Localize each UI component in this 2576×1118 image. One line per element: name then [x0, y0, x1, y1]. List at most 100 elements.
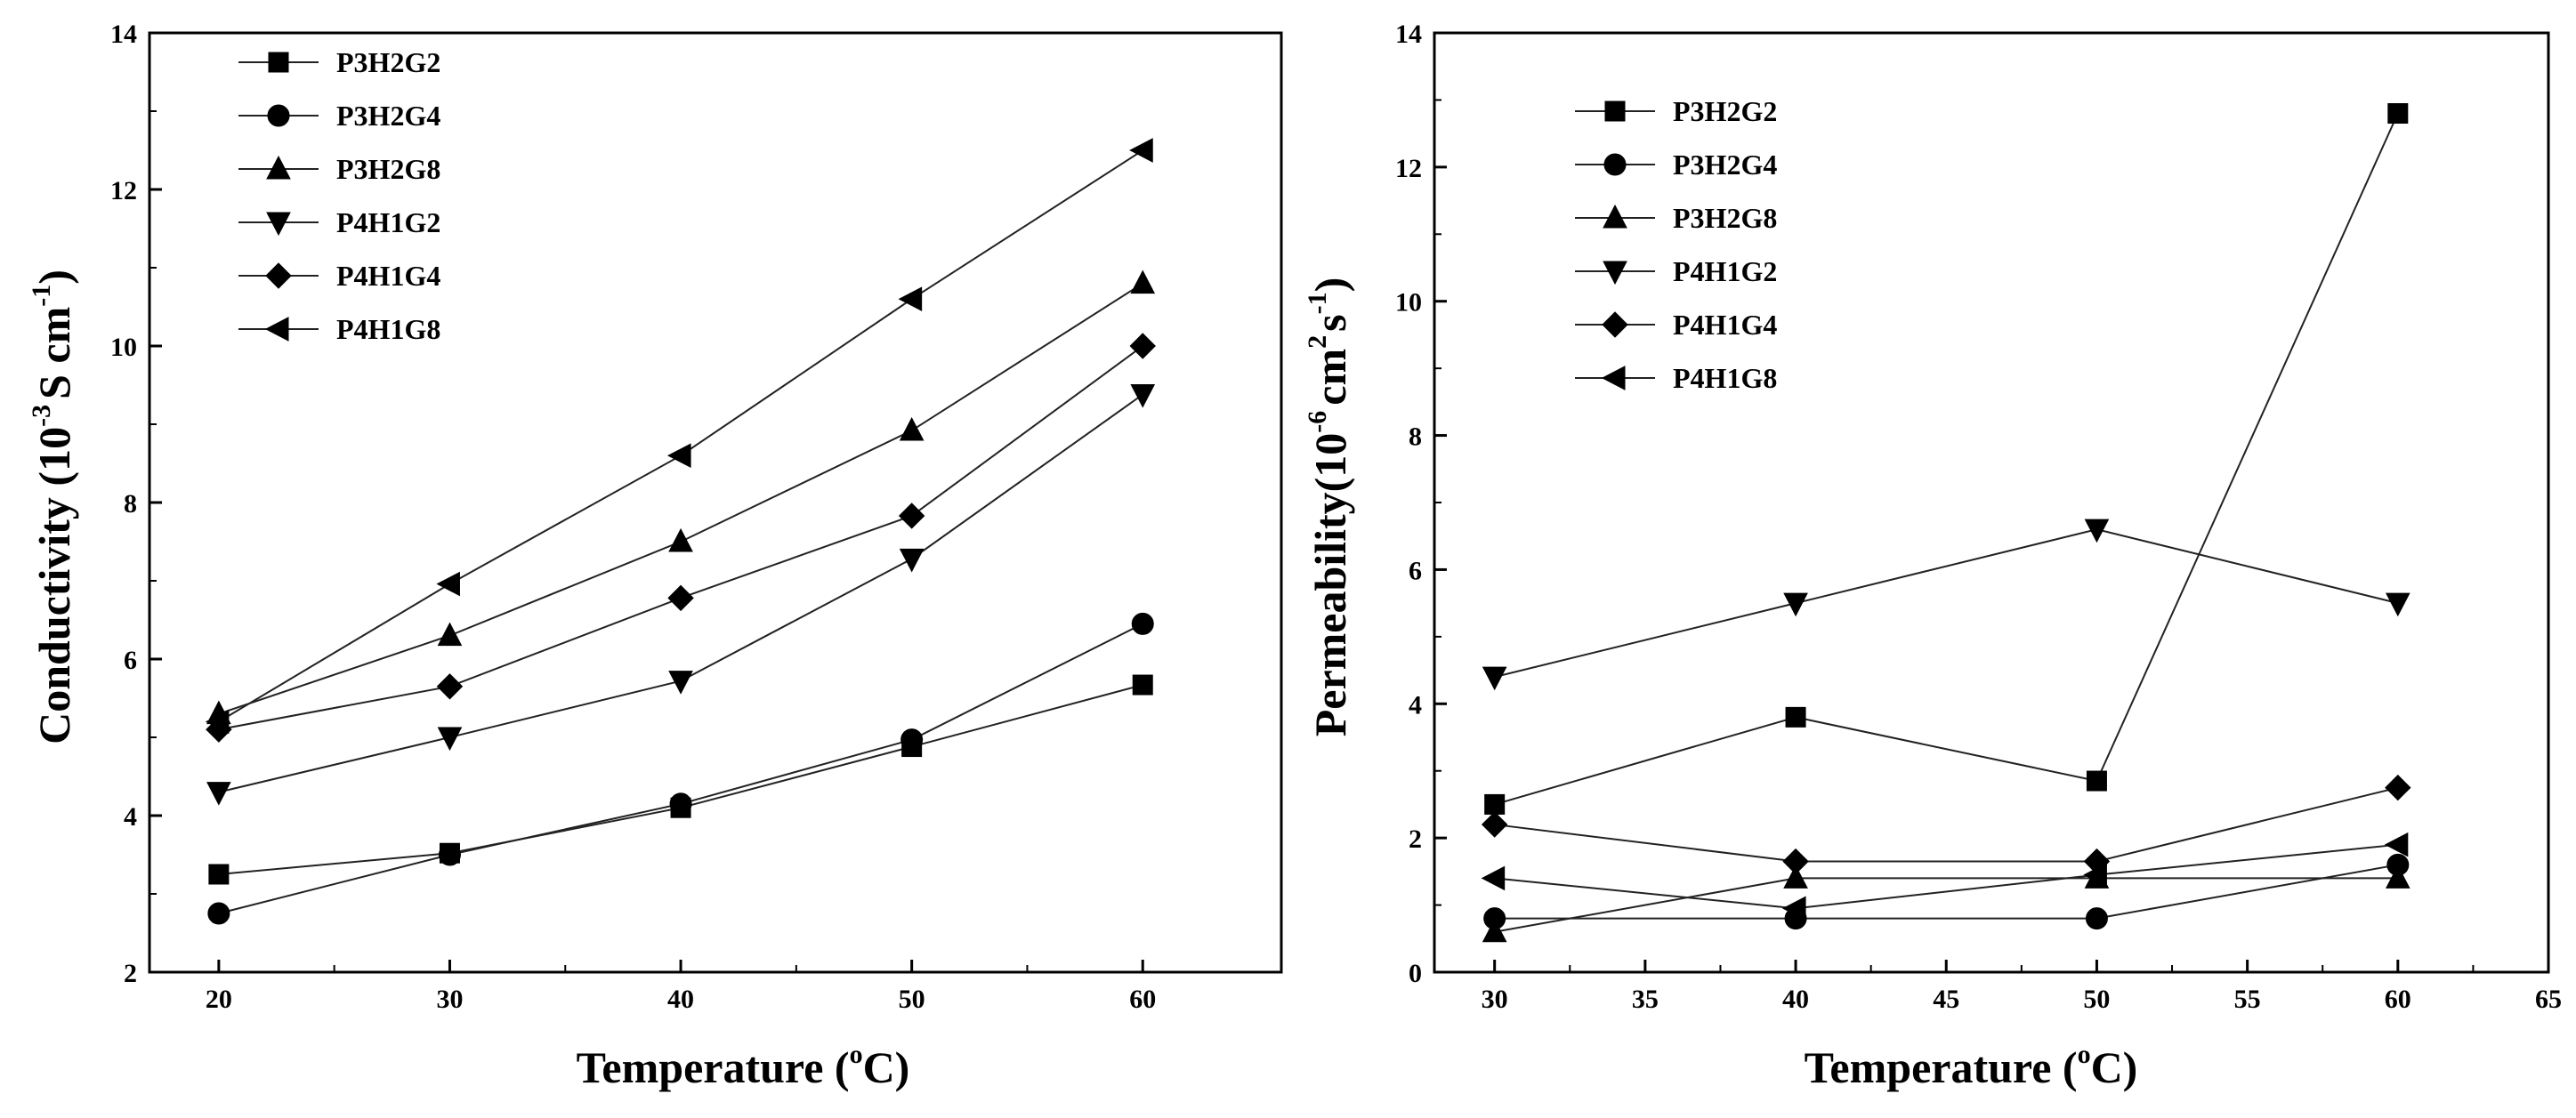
- data-point: [2387, 103, 2409, 125]
- series-P3H2G2: [1484, 103, 2409, 815]
- x-tick-label: 40: [667, 985, 694, 1014]
- data-point: [898, 503, 925, 529]
- series-line: [1494, 528, 2399, 679]
- legend-marker: [265, 262, 292, 289]
- data-point: [666, 443, 691, 469]
- data-point: [1783, 865, 1808, 889]
- legend-label: P4H1G2: [336, 206, 440, 238]
- x-tick-label: 45: [1933, 985, 1959, 1014]
- series-P4H1G4: [1481, 774, 2411, 875]
- data-point: [437, 727, 463, 752]
- data-point: [2083, 862, 2107, 888]
- data-point: [2385, 774, 2411, 801]
- legend-label: P3H2G8: [336, 153, 440, 185]
- series-P4H1G2: [206, 384, 1156, 806]
- legend-label: P4H1G2: [1673, 255, 1777, 287]
- data-point: [437, 622, 463, 647]
- y-tick-label: 4: [1409, 690, 1422, 720]
- data-point: [2086, 770, 2107, 792]
- data-point: [1130, 269, 1156, 294]
- data-point: [1482, 918, 1507, 943]
- left-x-axis-title: Temperature (oC): [577, 1040, 910, 1092]
- data-point: [1783, 592, 1808, 617]
- left-y-axis-title: Conductivity (10-3S cm-1): [27, 269, 79, 744]
- series-line: [1494, 877, 2398, 933]
- legend-label: P4H1G8: [336, 313, 440, 345]
- y-tick-label: 14: [1395, 20, 1422, 49]
- data-point: [1129, 138, 1153, 163]
- data-point: [2385, 592, 2410, 617]
- right-y-axis-title: Permeability(10-6cm2s-1): [1303, 277, 1355, 737]
- plot-frame: [148, 31, 1283, 974]
- series-P3H2G4: [207, 612, 1154, 925]
- y-tick-label: 2: [1409, 824, 1422, 854]
- data-point: [207, 902, 230, 925]
- legend-label: P4H1G4: [336, 260, 440, 292]
- data-point: [2385, 865, 2410, 889]
- data-point: [1131, 612, 1154, 635]
- x-tick-label: 30: [1482, 985, 1508, 1014]
- y-tick-label: 12: [110, 176, 137, 205]
- data-point: [1129, 333, 1156, 359]
- data-point: [668, 671, 693, 695]
- y-tick-label: 8: [124, 489, 137, 519]
- data-point: [206, 782, 231, 806]
- x-tick-label: 55: [2234, 985, 2261, 1014]
- series-line: [218, 684, 1143, 875]
- legend-marker: [1603, 204, 1627, 229]
- legend-marker: [268, 52, 289, 73]
- x-tick-label: 40: [1782, 985, 1809, 1014]
- y-tick-label: 2: [124, 959, 137, 988]
- x-tick-label: 20: [206, 985, 232, 1014]
- x-tick-label: 50: [2083, 985, 2110, 1014]
- y-tick-label: 10: [110, 333, 137, 362]
- series-P4H1G2: [1482, 519, 2410, 691]
- right-chart-permeability: 30 35 40 45 50 55 60 6502468101214P3H2G2P3H2G4P…: [1395, 20, 2562, 1014]
- data-point: [2085, 907, 2108, 930]
- series-P3H2G8: [1482, 865, 2410, 943]
- data-point: [1482, 666, 1507, 691]
- y-tick-label: 6: [1409, 556, 1422, 585]
- series-P4H1G8: [205, 138, 1153, 735]
- series-line: [1494, 113, 2399, 806]
- y-tick-label: 4: [124, 802, 137, 832]
- legend-marker: [1601, 366, 1626, 390]
- data-point: [1132, 674, 1153, 696]
- legend-label: P4H1G8: [1673, 362, 1777, 394]
- y-tick-label: 0: [1409, 959, 1422, 988]
- y-tick-label: 8: [1409, 422, 1422, 452]
- data-point: [899, 416, 925, 441]
- y-tick-label: 10: [1395, 288, 1422, 318]
- legend-marker: [267, 104, 290, 127]
- x-tick-label: 50: [899, 985, 925, 1014]
- series-line: [1494, 843, 2398, 910]
- data-point: [208, 864, 230, 885]
- data-point: [1130, 384, 1156, 408]
- data-point: [668, 527, 693, 552]
- series-line: [1494, 786, 2399, 863]
- x-tick-label: 60: [1129, 985, 1156, 1014]
- data-point: [1481, 811, 1508, 838]
- series-line: [218, 282, 1143, 715]
- data-point: [2384, 832, 2409, 857]
- y-tick-label: 14: [110, 20, 137, 49]
- legend-marker: [1602, 311, 1628, 338]
- legend-label: P3H2G4: [1673, 149, 1777, 181]
- data-point: [436, 673, 464, 700]
- legend-marker: [266, 212, 291, 237]
- data-point: [669, 792, 692, 816]
- data-point: [436, 571, 460, 597]
- x-tick-label: 30: [436, 985, 463, 1014]
- data-point: [667, 584, 694, 612]
- data-point: [1781, 896, 1806, 921]
- y-tick-label: 12: [1395, 154, 1422, 183]
- data-point: [1481, 865, 1506, 891]
- data-point: [899, 548, 925, 573]
- data-point: [1785, 706, 1806, 728]
- legend-marker: [1603, 261, 1627, 286]
- data-point: [1782, 848, 1809, 875]
- data-point: [2084, 519, 2110, 543]
- data-point: [898, 286, 923, 312]
- legend-label: P3H2G4: [336, 100, 440, 132]
